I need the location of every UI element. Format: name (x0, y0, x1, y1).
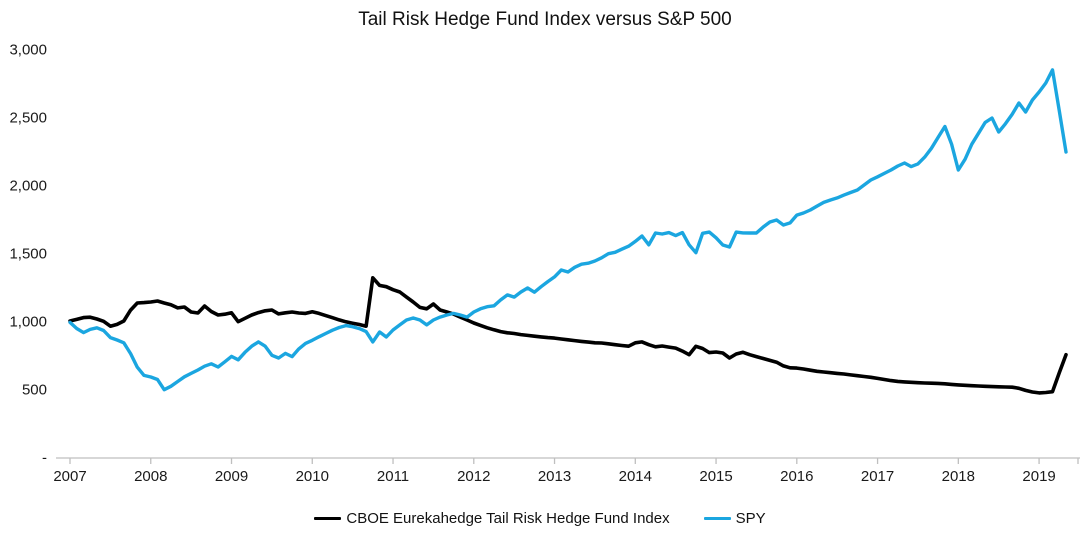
x-axis-label: 2019 (1022, 468, 1055, 485)
legend-item-spy: SPY (703, 510, 766, 527)
x-axis-label: 2015 (699, 468, 732, 485)
y-axis-label: 1,500 (9, 246, 47, 263)
tail-risk-index-line (68, 275, 1068, 395)
spy-line-swatch-icon (703, 516, 731, 521)
legend-item-tail-risk: CBOE Eurekahedge Tail Risk Hedge Fund In… (314, 510, 670, 527)
x-axis-label: 2012 (457, 468, 490, 485)
x-axis-label: 2013 (538, 468, 571, 485)
x-axis-label: 2011 (377, 468, 409, 485)
y-axis-label: - (42, 450, 47, 467)
x-axis-label: 2018 (942, 468, 975, 485)
x-axis-label: 2014 (619, 468, 652, 485)
x-axis-label: 2007 (53, 468, 86, 485)
legend-label-spy: SPY (735, 510, 766, 527)
chart-legend: CBOE Eurekahedge Tail Risk Hedge Fund In… (0, 510, 1080, 527)
x-axis-label: 2009 (215, 468, 248, 485)
y-axis-label: 500 (22, 382, 47, 399)
chart-title: Tail Risk Hedge Fund Index versus S&P 50… (358, 9, 732, 30)
legend-label-tail-risk: CBOE Eurekahedge Tail Risk Hedge Fund In… (346, 510, 670, 527)
tail-risk-line-swatch-icon (314, 516, 342, 521)
x-axis-label: 2017 (861, 468, 894, 485)
spy-line (68, 68, 1068, 392)
y-axis-label: 3,000 (9, 42, 47, 59)
x-axis-label: 2008 (134, 468, 167, 485)
axis-layer: - 500 1,000 1,500 2,000 2,500 3,000 2007 2008 200… (9, 42, 1080, 485)
x-axis-label: 2010 (296, 468, 329, 485)
y-axis-label: 2,000 (9, 178, 47, 195)
y-axis-label: 1,000 (9, 314, 47, 331)
x-axis-label: 2016 (780, 468, 813, 485)
y-axis-label: 2,500 (9, 110, 47, 127)
series-layer (68, 68, 1068, 395)
